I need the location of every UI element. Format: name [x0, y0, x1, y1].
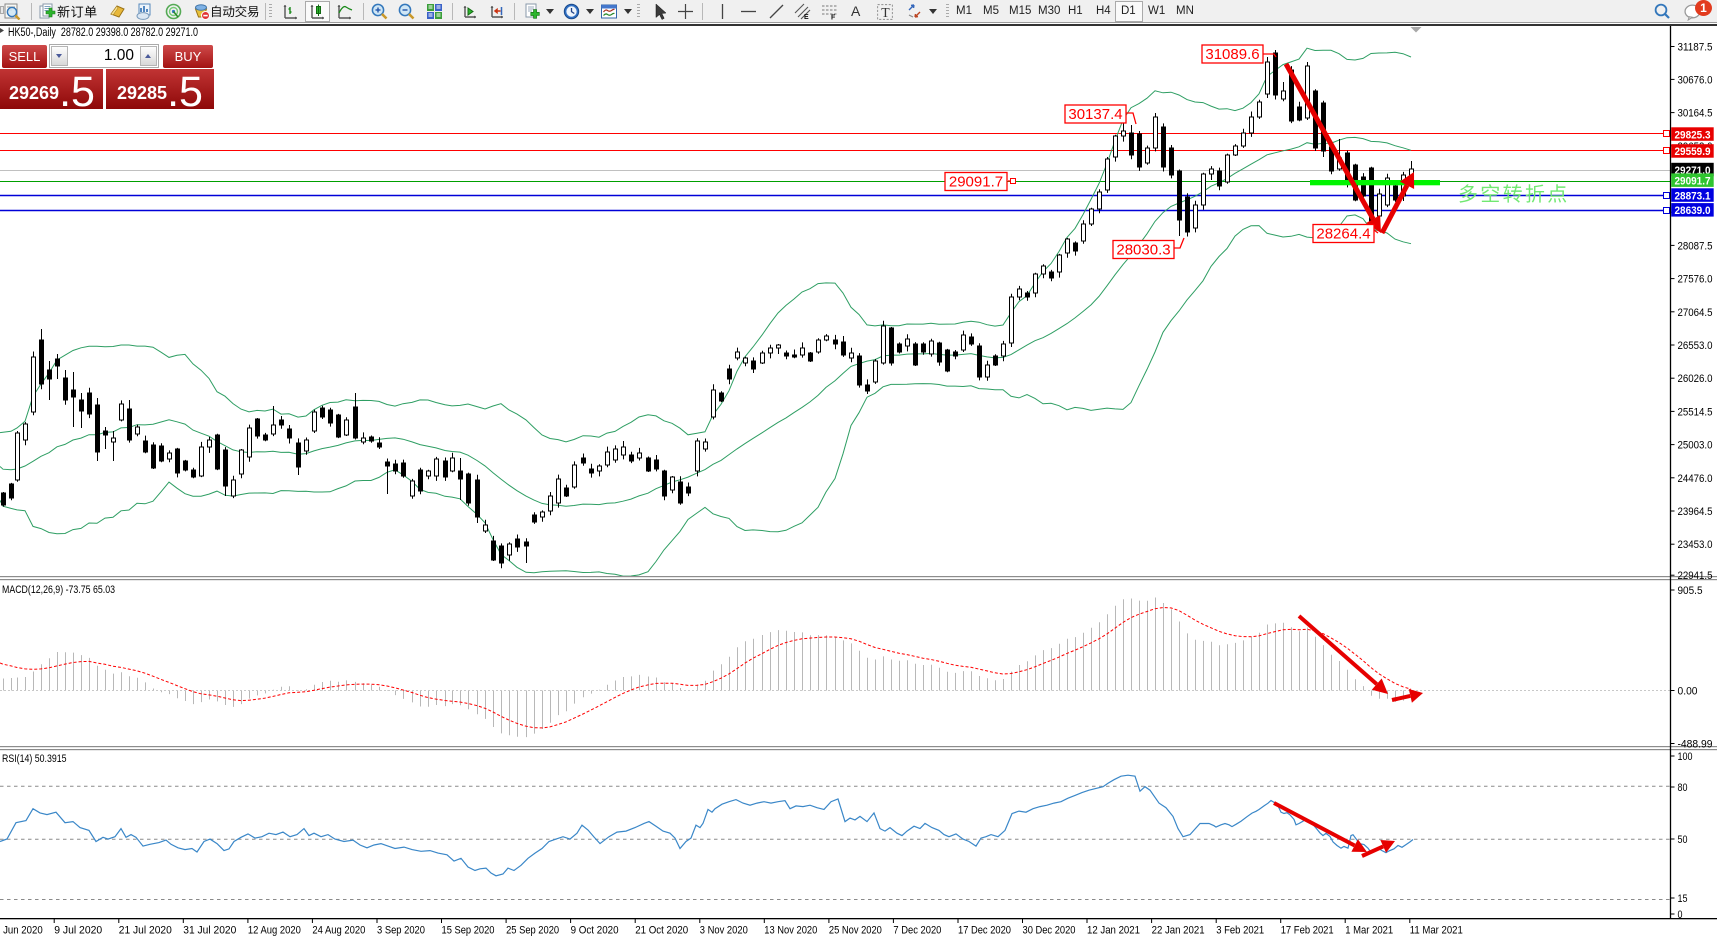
svg-text:15 Sep 2020: 15 Sep 2020	[442, 925, 495, 937]
svg-text:31 Jul 2020: 31 Jul 2020	[183, 925, 236, 937]
svg-text:30 Dec 2020: 30 Dec 2020	[1023, 925, 1076, 937]
svg-text:E: E	[804, 14, 809, 20]
svg-text:80: 80	[1678, 782, 1688, 794]
svg-text:31187.5: 31187.5	[1678, 42, 1713, 54]
svg-text:28030.3: 28030.3	[1116, 242, 1170, 259]
svg-text:24 Aug 2020: 24 Aug 2020	[312, 925, 365, 937]
svg-text:29091.7: 29091.7	[949, 174, 1003, 191]
svg-text:3 Feb 2021: 3 Feb 2021	[1216, 925, 1264, 937]
svg-text:12 Jan 2021: 12 Jan 2021	[1087, 925, 1140, 937]
svg-text:3 Sep 2020: 3 Sep 2020	[377, 925, 425, 937]
svg-text:3 Nov 2020: 3 Nov 2020	[700, 925, 748, 937]
svg-text:50: 50	[1678, 834, 1688, 846]
svg-text:22941.5: 22941.5	[1678, 570, 1713, 582]
svg-text:13 Nov 2020: 13 Nov 2020	[764, 925, 817, 937]
svg-text:F: F	[831, 15, 836, 21]
svg-text:-488.99: -488.99	[1678, 739, 1713, 751]
svg-text:23964.5: 23964.5	[1678, 506, 1713, 518]
svg-text:28873.1: 28873.1	[1675, 190, 1711, 202]
svg-text:1 Mar 2021: 1 Mar 2021	[1345, 925, 1393, 937]
svg-text:30137.4: 30137.4	[1068, 106, 1122, 123]
svg-text:905.5: 905.5	[1678, 585, 1703, 597]
svg-text:21 Jul 2020: 21 Jul 2020	[119, 925, 172, 937]
svg-text:17 Dec 2020: 17 Dec 2020	[958, 925, 1011, 937]
svg-text:9 Jul 2020: 9 Jul 2020	[54, 925, 102, 937]
svg-text:30164.5: 30164.5	[1678, 108, 1713, 120]
svg-text:29559.9: 29559.9	[1675, 146, 1711, 158]
svg-text:24476.0: 24476.0	[1678, 473, 1713, 485]
svg-text:30676.0: 30676.0	[1678, 74, 1713, 86]
svg-text:28264.4: 28264.4	[1316, 226, 1370, 243]
svg-text:9 Oct 2020: 9 Oct 2020	[571, 925, 619, 937]
svg-text:0: 0	[1678, 909, 1683, 921]
svg-text:25 Nov 2020: 25 Nov 2020	[829, 925, 882, 937]
svg-text:7 Dec 2020: 7 Dec 2020	[893, 925, 941, 937]
svg-text:29091.7: 29091.7	[1675, 175, 1711, 187]
svg-text:25 Jun 2020: 25 Jun 2020	[0, 925, 43, 937]
svg-text:15: 15	[1678, 893, 1688, 905]
svg-text:21 Oct 2020: 21 Oct 2020	[635, 925, 688, 937]
svg-text:26026.0: 26026.0	[1678, 373, 1713, 385]
svg-text:17 Feb 2021: 17 Feb 2021	[1281, 925, 1334, 937]
svg-text:25 Sep 2020: 25 Sep 2020	[506, 925, 559, 937]
svg-text:100: 100	[1678, 751, 1693, 763]
svg-text:12 Aug 2020: 12 Aug 2020	[248, 925, 301, 937]
svg-text:28087.5: 28087.5	[1678, 240, 1713, 252]
svg-text:T: T	[881, 5, 890, 20]
svg-text:31089.6: 31089.6	[1205, 46, 1259, 63]
svg-text:26553.0: 26553.0	[1678, 340, 1713, 352]
svg-text:29825.3: 29825.3	[1675, 129, 1711, 141]
svg-text:25514.5: 25514.5	[1678, 406, 1713, 418]
svg-text:27576.0: 27576.0	[1678, 274, 1713, 286]
svg-text:0.00: 0.00	[1678, 686, 1698, 698]
svg-text:22 Jan 2021: 22 Jan 2021	[1152, 925, 1205, 937]
svg-text:23453.0: 23453.0	[1678, 539, 1713, 551]
svg-text:28639.0: 28639.0	[1675, 205, 1711, 217]
svg-text:11 Mar 2021: 11 Mar 2021	[1410, 925, 1463, 937]
svg-text:25003.0: 25003.0	[1678, 440, 1713, 452]
svg-text:27064.5: 27064.5	[1678, 307, 1713, 319]
